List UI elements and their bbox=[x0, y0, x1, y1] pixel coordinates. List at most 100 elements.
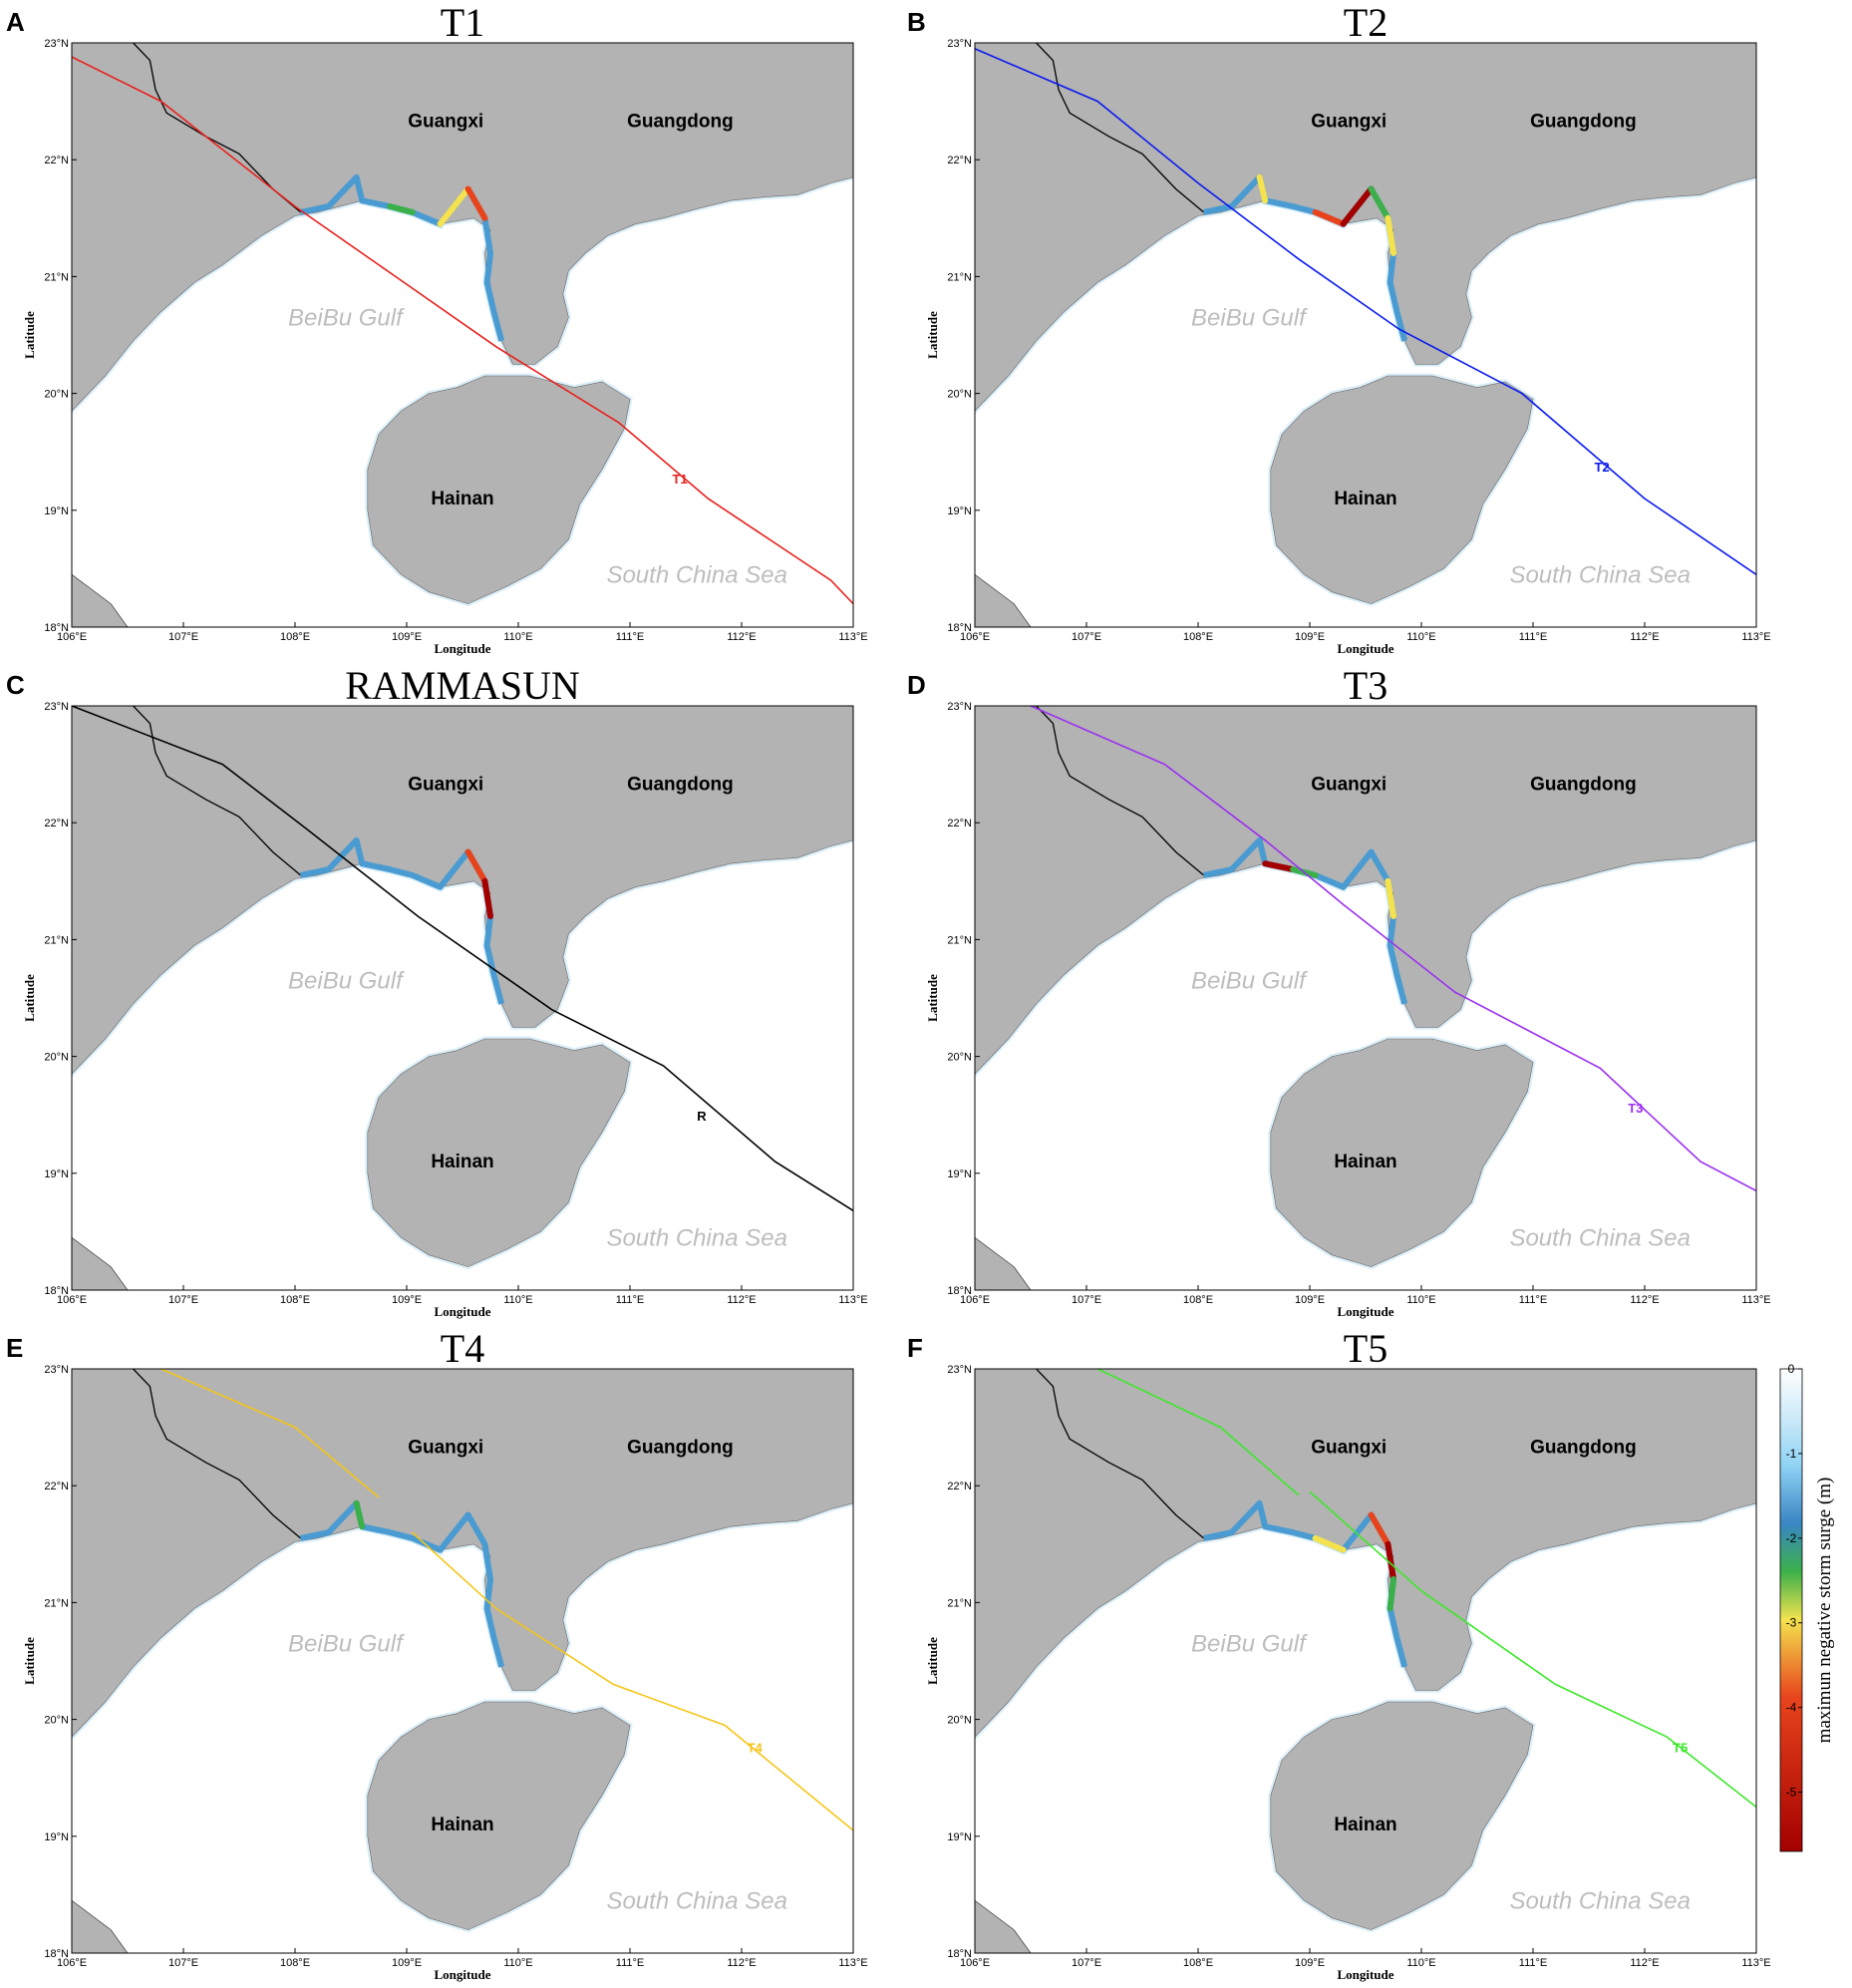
map-panel-f: F T5 T5 Guangxi Guangdong Hainan BeiBu Gulf Sou… bbox=[907, 1326, 1771, 1982]
land-hainan-outline bbox=[1270, 375, 1534, 604]
y-axis-label: Latitude bbox=[22, 974, 37, 1022]
map-area: T5 Guangxi Guangdong Hainan BeiBu Gulf South … bbox=[975, 1369, 1756, 1953]
x-tick-label: 110°E bbox=[1406, 1294, 1435, 1306]
y-tick-label: 19°N bbox=[947, 1831, 972, 1843]
x-axis-label: Longitude bbox=[434, 1967, 490, 1982]
x-axis-label: Longitude bbox=[1337, 1967, 1393, 1982]
panel-title: RAMMASUN bbox=[345, 663, 580, 708]
typhoon-track bbox=[1030, 706, 1756, 1192]
map-frame bbox=[974, 42, 1757, 628]
x-tick-label: 110°E bbox=[1406, 631, 1435, 643]
place-label: South China Sea bbox=[606, 1224, 786, 1251]
province-border bbox=[1036, 706, 1205, 876]
place-label: Guangdong bbox=[627, 774, 734, 795]
surge-hotspot bbox=[353, 1499, 366, 1530]
x-axis-label: Longitude bbox=[1337, 641, 1393, 656]
place-label: Hainan bbox=[431, 489, 493, 509]
x-tick-label: 112°E bbox=[727, 631, 756, 643]
y-tick-label: 18°N bbox=[947, 1948, 972, 1960]
map-frame bbox=[71, 705, 854, 1291]
x-tick-label: 112°E bbox=[727, 1957, 756, 1969]
x-tick-label: 112°E bbox=[727, 1294, 756, 1306]
place-label: Hainan bbox=[1334, 1152, 1396, 1172]
x-tick-label: 107°E bbox=[168, 1957, 198, 1969]
surge-hotspot bbox=[1385, 214, 1396, 256]
panel-title: T2 bbox=[1344, 0, 1388, 45]
place-label: BeiBu Gulf bbox=[1191, 1631, 1308, 1658]
surge-hotspot bbox=[1368, 1511, 1391, 1547]
y-tick-label: 19°N bbox=[44, 1831, 69, 1843]
x-axis-label: Longitude bbox=[434, 1304, 490, 1319]
map-area: T1 Guangxi Guangdong Hainan BeiBu Gulf South … bbox=[72, 43, 853, 627]
surge-hotspot bbox=[1368, 185, 1391, 221]
province-border bbox=[133, 43, 302, 213]
surge-hotspot bbox=[1385, 877, 1396, 919]
place-label: Guangdong bbox=[627, 111, 734, 132]
x-tick-label: 109°E bbox=[392, 631, 422, 643]
x-tick-label: 109°E bbox=[1295, 631, 1325, 643]
place-label: Guangdong bbox=[1530, 774, 1637, 795]
typhoon-track bbox=[975, 48, 1756, 575]
y-tick-label: 22°N bbox=[947, 1481, 972, 1492]
x-tick-label: 108°E bbox=[1183, 1294, 1213, 1306]
y-tick-label: 23°N bbox=[44, 1364, 69, 1376]
x-tick-label: 108°E bbox=[280, 631, 310, 643]
colorbar-tick-label: 0 bbox=[1788, 1362, 1795, 1376]
x-tick-label: 106°E bbox=[960, 1294, 990, 1306]
panel-letter: C bbox=[6, 670, 25, 700]
surge-hotspot bbox=[387, 203, 416, 215]
surge-hotspot bbox=[464, 848, 488, 884]
x-tick-label: 111°E bbox=[1519, 1957, 1547, 1969]
surge-hotspot bbox=[1312, 1534, 1347, 1553]
x-tick-label: 107°E bbox=[168, 1294, 198, 1306]
surge-hotspot bbox=[1387, 1575, 1396, 1612]
land-vietnam-south bbox=[72, 1899, 129, 1953]
x-tick-label: 111°E bbox=[1519, 631, 1547, 643]
x-tick-label: 107°E bbox=[168, 631, 198, 643]
x-tick-label: 106°E bbox=[57, 1957, 87, 1969]
colorbar: 0 -1 -2 -3 -4 -5 maximun negative storm surge … bbox=[1779, 1362, 1835, 1852]
x-tick-label: 113°E bbox=[838, 1957, 867, 1969]
x-tick-label: 113°E bbox=[1741, 631, 1770, 643]
x-tick-label: 113°E bbox=[1741, 1294, 1770, 1306]
surge-hotspot bbox=[1262, 860, 1297, 873]
typhoon-track-segment bbox=[412, 1531, 853, 1831]
y-tick-label: 21°N bbox=[44, 271, 69, 283]
x-tick-label: 106°E bbox=[960, 1957, 990, 1969]
x-tick-label: 109°E bbox=[1295, 1294, 1325, 1306]
panel-letter: E bbox=[6, 1333, 23, 1363]
x-tick-label: 110°E bbox=[503, 1957, 532, 1969]
y-tick-label: 18°N bbox=[44, 1948, 69, 1960]
map-area: T4 Guangxi Guangdong Hainan BeiBu Gulf South … bbox=[72, 1369, 853, 1953]
surge-hotspot bbox=[1385, 1540, 1396, 1582]
land-hainan-outline bbox=[367, 375, 631, 604]
x-axis-label: Longitude bbox=[1337, 1304, 1393, 1319]
place-label: BeiBu Gulf bbox=[288, 1631, 405, 1658]
colorbar-tick-label: -3 bbox=[1786, 1616, 1797, 1630]
place-label: South China Sea bbox=[606, 561, 786, 588]
typhoon-track bbox=[72, 56, 853, 605]
y-tick-label: 21°N bbox=[44, 934, 69, 946]
land-vietnam-south bbox=[72, 1236, 129, 1290]
map-frame bbox=[974, 1368, 1757, 1954]
land-vietnam-south bbox=[72, 573, 129, 627]
map-panel-b: B T2 T2 Guangxi Guangdong Hainan BeiBu Gulf Sou… bbox=[907, 0, 1771, 656]
place-label: Hainan bbox=[1334, 489, 1396, 509]
land-hainan-outline bbox=[1270, 1038, 1534, 1267]
y-axis-label: Latitude bbox=[22, 311, 37, 359]
surge-hotspot bbox=[1340, 185, 1375, 227]
land-vietnam-south bbox=[975, 573, 1032, 627]
track-label: T1 bbox=[673, 472, 688, 487]
y-tick-label: 19°N bbox=[44, 1168, 69, 1180]
y-tick-label: 20°N bbox=[44, 389, 69, 401]
map-area: T2 Guangxi Guangdong Hainan BeiBu Gulf South … bbox=[975, 43, 1756, 627]
surge-hotspot bbox=[481, 877, 493, 919]
panel-title: T3 bbox=[1344, 663, 1388, 708]
map-area: R Guangxi Guangdong Hainan BeiBu Gulf South C… bbox=[72, 706, 853, 1290]
surge-hotspot bbox=[1256, 173, 1269, 204]
y-tick-label: 19°N bbox=[947, 1168, 972, 1180]
y-tick-label: 20°N bbox=[947, 1715, 972, 1727]
x-tick-label: 111°E bbox=[616, 1957, 644, 1969]
place-label: Hainan bbox=[431, 1152, 493, 1172]
y-tick-label: 21°N bbox=[947, 1597, 972, 1609]
